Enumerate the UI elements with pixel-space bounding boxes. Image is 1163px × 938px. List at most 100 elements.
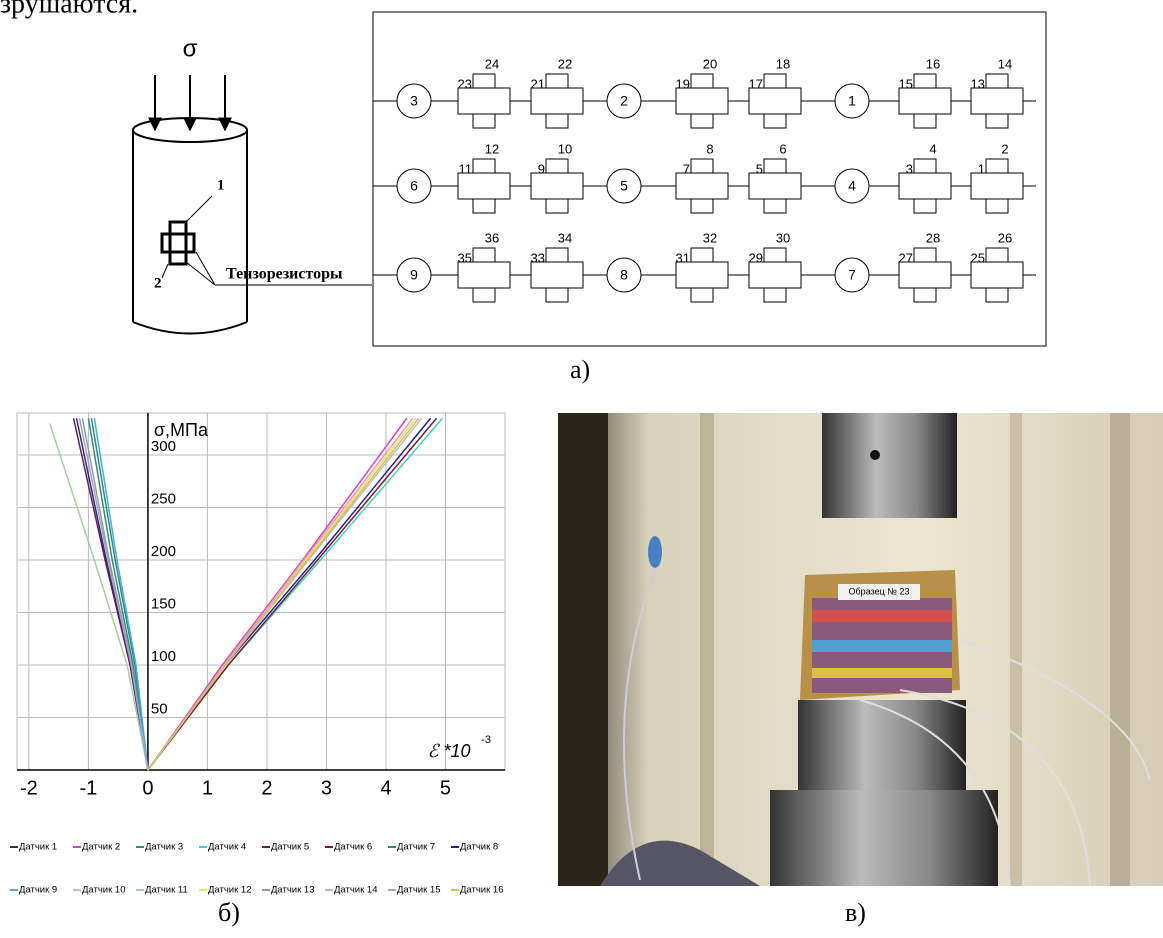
node [834,168,870,204]
legend-label: Датчик 7 [397,842,435,853]
gauge-number: 2 [1001,141,1008,156]
gauge-number: 28 [926,230,940,245]
x-axis-label: ℰ *10 [428,741,471,761]
scheme-frame [372,11,1047,347]
y-tick-label: 50 [151,700,168,717]
legend-label: Датчик 3 [145,842,183,853]
gauge [545,158,569,174]
gauge-number: 12 [485,141,499,156]
gauge [675,87,729,115]
legend-label: Датчик 15 [397,885,440,896]
series-line [147,417,438,771]
legend-label: Датчик 13 [271,885,314,896]
gauge [763,113,787,129]
node-label: 2 [620,93,628,109]
gauge [690,247,714,263]
gauge [913,73,937,89]
gauge-number: 24 [485,56,499,71]
gauge [913,287,937,303]
series-line [78,418,149,771]
gauge [472,198,496,214]
node-label: 8 [620,267,628,283]
gauge-number: 23 [458,76,472,91]
gauge [748,172,802,200]
gauge [985,113,1009,129]
gauge [690,113,714,129]
node-label: 3 [410,93,418,109]
x-tick-label: 4 [380,777,391,799]
gauge [913,247,937,263]
header-text: зрушаются. [0,0,138,19]
y-tick-label: 250 [151,490,176,507]
node-label: 7 [848,267,856,283]
gauges-label: Тензорезисторы [226,266,343,283]
gauge-number: 19 [676,76,690,91]
gauge [763,287,787,303]
gauge-number: 29 [749,250,763,265]
node [606,168,642,204]
node [396,257,432,293]
legend-label: Датчик 5 [271,842,309,853]
node-label: 1 [848,93,856,109]
gauge-number: 20 [703,56,717,71]
photo [558,413,1163,887]
gauge [545,113,569,129]
gauge-number: 4 [929,141,936,156]
gauge [763,73,787,89]
gauge [913,198,937,214]
gauge [898,172,952,200]
gauge-number: 3 [906,161,913,176]
gauge-number: 8 [706,141,713,156]
gauge-number: 14 [998,56,1012,71]
gauge-number: 34 [558,230,572,245]
gauge-number: 27 [899,250,913,265]
gauge-number: 9 [538,161,545,176]
legend-label: Датчик 14 [334,885,377,896]
gauge [472,247,496,263]
caption: в) [845,898,866,927]
legend-label: Датчик 4 [208,842,246,853]
node [606,83,642,119]
x-tick-label: 1 [202,777,213,799]
gauge-number: 25 [971,250,985,265]
gauge-number: 1 [978,161,985,176]
gauge [457,172,511,200]
gauge-number: 26 [998,230,1012,245]
gauge-number: 21 [531,76,545,91]
legend-label: Датчик 12 [208,885,251,896]
stress-symbol: σ [183,35,198,62]
gauge-number: 5 [756,161,763,176]
gauge [985,287,1009,303]
gauge [690,198,714,214]
gauge-number: 16 [926,56,940,71]
gauge-number: 35 [458,250,472,265]
gauge [763,247,787,263]
sample-label: Образец № 23 [849,586,910,596]
node-label: 6 [410,178,418,194]
gauge-number: 17 [749,76,763,91]
node [834,257,870,293]
gauge [985,73,1009,89]
gauge-label: 2 [154,275,162,291]
legend-label: Датчик 11 [145,885,188,896]
x-axis-label-exponent: -3 [481,734,491,746]
y-tick-label: 100 [151,648,176,665]
x-tick-label: 5 [440,777,451,799]
legend-label: Датчик 2 [82,842,120,853]
y-tick-label: 200 [151,543,176,560]
gauge-number: 10 [558,141,572,156]
gauge [457,87,511,115]
gauge [472,73,496,89]
y-tick-label: 300 [151,438,176,455]
cylinder-sketch [132,75,372,335]
gauge [690,73,714,89]
gauge [472,113,496,129]
gauge [530,172,584,200]
gauge-number: 7 [683,161,690,176]
node [396,168,432,204]
x-tick-label: 2 [261,777,272,799]
gauge-number: 30 [776,230,790,245]
gauge [545,73,569,89]
gauge [748,261,802,289]
